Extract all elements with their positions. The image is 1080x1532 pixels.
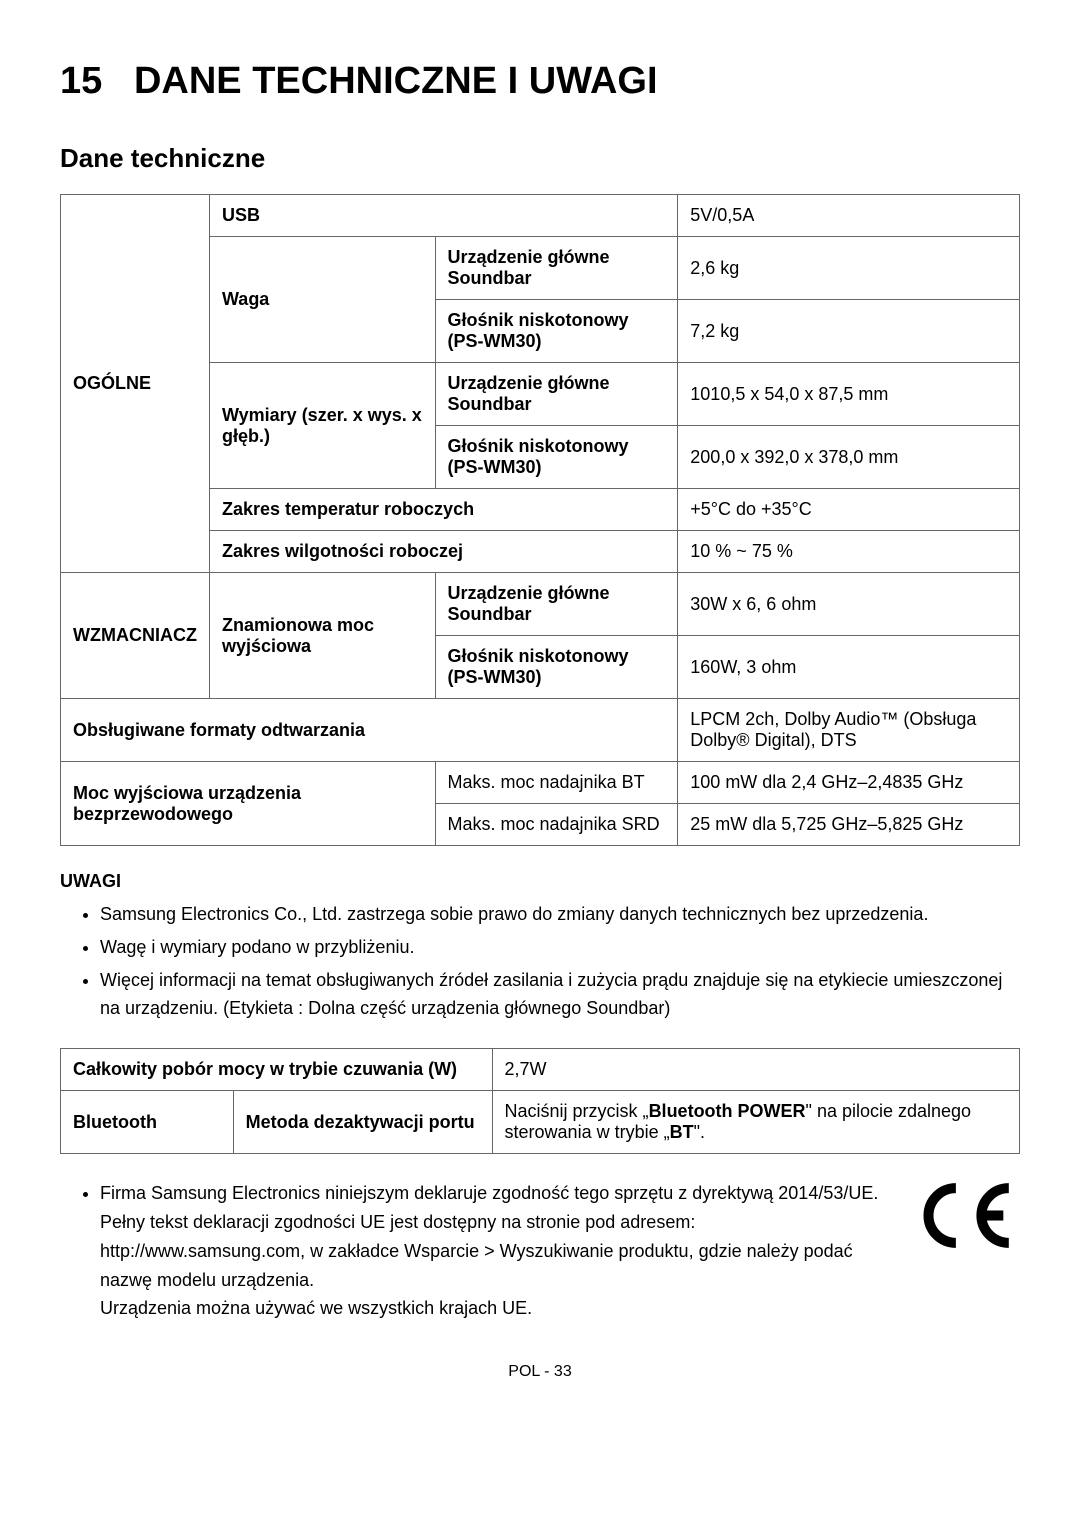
cell-humidity-label: Zakres wilgotności roboczej — [209, 531, 677, 573]
chapter-title: 15 DANE TECHNICZNE I UWAGI — [60, 60, 1020, 103]
cell-weight-sub-label: Głośnik niskotonowy (PS-WM30) — [435, 300, 678, 363]
compliance-bullet: Firma Samsung Electronics niniejszym dek… — [100, 1179, 880, 1208]
cell-srd-tx-label: Maks. moc nadajnika SRD — [435, 804, 678, 846]
cell-formats-value: LPCM 2ch, Dolby Audio™ (Obsługa Dolby® D… — [678, 699, 1020, 762]
cell-method-label: Metoda dezaktywacji portu — [233, 1091, 492, 1154]
cell-amp-main-label: Urządzenie główne Soundbar — [435, 573, 678, 636]
list-item: Wagę i wymiary podano w przybliżeniu. — [100, 933, 1020, 962]
method-bold2: BT — [670, 1122, 694, 1142]
notes-list: Samsung Electronics Co., Ltd. zastrzega … — [100, 900, 1020, 1023]
cell-formats-label: Obsługiwane formaty odtwarzania — [61, 699, 678, 762]
compliance-block: Firma Samsung Electronics niniejszym dek… — [60, 1179, 1020, 1323]
list-item: Więcej informacji na temat obsługiwanych… — [100, 966, 1020, 1024]
cell-bt-tx-value: 100 mW dla 2,4 GHz–2,4835 GHz — [678, 762, 1020, 804]
cell-dims-sub-label: Głośnik niskotonowy (PS-WM30) — [435, 426, 678, 489]
chapter-number: 15 — [60, 60, 102, 102]
method-prefix: Naciśnij przycisk „ — [505, 1101, 649, 1121]
cell-dims-main-value: 1010,5 x 54,0 x 87,5 mm — [678, 363, 1020, 426]
specs-table: OGÓLNE USB 5V/0,5A Waga Urządzenie główn… — [60, 194, 1020, 846]
standby-table: Całkowity pobór mocy w trybie czuwania (… — [60, 1048, 1020, 1154]
cell-dims-label: Wymiary (szer. x wys. x głęb.) — [209, 363, 435, 489]
cell-wireless-label: Moc wyjściowa urządzenia bezprzewodowego — [61, 762, 436, 846]
cell-standby-power-value: 2,7W — [492, 1049, 1019, 1091]
list-item: Samsung Electronics Co., Ltd. zastrzega … — [100, 900, 1020, 929]
cell-amp-sub-label: Głośnik niskotonowy (PS-WM30) — [435, 636, 678, 699]
table-row: Moc wyjściowa urządzenia bezprzewodowego… — [61, 762, 1020, 804]
notes-heading: UWAGI — [60, 871, 1020, 892]
cell-dims-main-label: Urządzenie główne Soundbar — [435, 363, 678, 426]
page-number: POL - 33 — [60, 1363, 1020, 1381]
cell-amp-main-value: 30W x 6, 6 ohm — [678, 573, 1020, 636]
cell-rated-power-label: Znamionowa moc wyjściowa — [209, 573, 435, 699]
cell-usb-value: 5V/0,5A — [678, 195, 1020, 237]
cell-weight-main-label: Urządzenie główne Soundbar — [435, 237, 678, 300]
table-row: Bluetooth Metoda dezaktywacji portu Naci… — [61, 1091, 1020, 1154]
cell-humidity-value: 10 % ~ 75 % — [678, 531, 1020, 573]
cell-weight-sub-value: 7,2 kg — [678, 300, 1020, 363]
cell-bluetooth-label: Bluetooth — [61, 1091, 234, 1154]
ce-mark-icon — [910, 1179, 1020, 1257]
compliance-text: Firma Samsung Electronics niniejszym dek… — [60, 1179, 880, 1323]
cell-method-value: Naciśnij przycisk „Bluetooth POWER" na p… — [492, 1091, 1019, 1154]
cell-amp-label: WZMACNIACZ — [61, 573, 210, 699]
chapter-title-text: DANE TECHNICZNE I UWAGI — [134, 60, 658, 102]
cell-temp-value: +5°C do +35°C — [678, 489, 1020, 531]
cell-bt-tx-label: Maks. moc nadajnika BT — [435, 762, 678, 804]
cell-dims-sub-value: 200,0 x 392,0 x 378,0 mm — [678, 426, 1020, 489]
section-title: Dane techniczne — [60, 143, 1020, 174]
method-bold1: Bluetooth POWER — [649, 1101, 806, 1121]
table-row: OGÓLNE USB 5V/0,5A — [61, 195, 1020, 237]
table-row: WZMACNIACZ Znamionowa moc wyjściowa Urzą… — [61, 573, 1020, 636]
compliance-line3: Urządzenia można używać we wszystkich kr… — [100, 1294, 880, 1323]
table-row: Całkowity pobór mocy w trybie czuwania (… — [61, 1049, 1020, 1091]
cell-usb-label: USB — [209, 195, 677, 237]
cell-srd-tx-value: 25 mW dla 5,725 GHz–5,825 GHz — [678, 804, 1020, 846]
cell-standby-power-label: Całkowity pobór mocy w trybie czuwania (… — [61, 1049, 493, 1091]
method-suffix: ". — [694, 1122, 705, 1142]
compliance-line2: Pełny tekst deklaracji zgodności UE jest… — [100, 1208, 880, 1294]
cell-amp-sub-value: 160W, 3 ohm — [678, 636, 1020, 699]
cell-temp-label: Zakres temperatur roboczych — [209, 489, 677, 531]
cell-weight-main-value: 2,6 kg — [678, 237, 1020, 300]
cell-weight-label: Waga — [209, 237, 435, 363]
cell-general-label: OGÓLNE — [61, 195, 210, 573]
table-row: Obsługiwane formaty odtwarzania LPCM 2ch… — [61, 699, 1020, 762]
